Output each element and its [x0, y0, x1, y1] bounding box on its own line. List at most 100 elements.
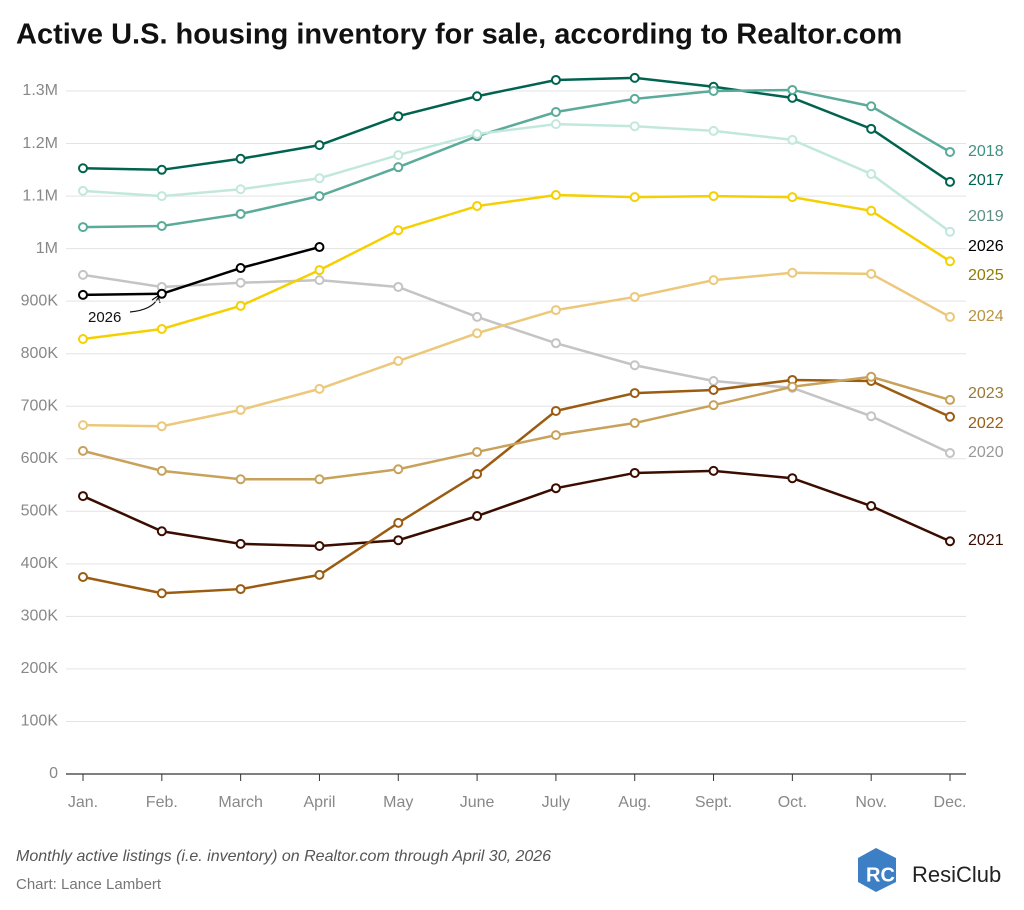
series-line — [82, 245, 320, 297]
point — [787, 267, 798, 278]
y-tick-label: 300K — [21, 608, 59, 625]
point — [393, 356, 404, 367]
point — [708, 125, 719, 136]
annotation: 2026 — [88, 309, 121, 326]
point — [393, 225, 404, 236]
point — [235, 277, 246, 288]
point — [78, 445, 88, 456]
point — [78, 420, 88, 431]
point — [945, 447, 955, 458]
point — [866, 411, 877, 422]
legend-label: 2023 — [968, 385, 1004, 402]
series-line — [82, 122, 951, 233]
point — [472, 311, 483, 322]
brand: ResiClub — [912, 862, 1001, 887]
y-tick-label: 1.2M — [22, 135, 58, 152]
point — [550, 305, 561, 316]
point — [708, 275, 719, 286]
point — [945, 536, 955, 547]
point — [393, 162, 404, 173]
point — [78, 163, 88, 174]
point — [550, 338, 561, 349]
legend-label: 2021 — [968, 532, 1004, 549]
series-line — [82, 378, 951, 595]
x-tick-label: Jan. — [68, 794, 98, 811]
caption: Monthly active listings (i.e. inventory)… — [16, 848, 551, 865]
point — [393, 150, 404, 161]
point — [629, 388, 640, 399]
y-tick-label: 600K — [21, 450, 59, 467]
point — [708, 465, 719, 476]
point — [945, 394, 955, 405]
point — [708, 86, 719, 96]
y-tick-label: 1M — [36, 240, 58, 257]
series-line — [82, 271, 951, 428]
legend-label: 2022 — [968, 415, 1004, 432]
point — [708, 376, 719, 387]
point — [472, 91, 483, 102]
point — [945, 226, 955, 237]
legend-label: 2019 — [968, 208, 1004, 225]
legend-label: 2020 — [968, 444, 1004, 461]
point — [629, 72, 640, 83]
point — [78, 185, 88, 196]
legend-label: 2026 — [968, 238, 1004, 255]
x-tick-label: Sept. — [695, 794, 732, 811]
x-tick-label: Nov. — [855, 794, 887, 811]
annotation-arrow — [129, 297, 159, 313]
point — [393, 535, 404, 546]
point — [945, 256, 955, 267]
point — [156, 288, 167, 299]
point — [235, 300, 246, 311]
point — [314, 242, 325, 253]
x-tick-label: May — [383, 794, 413, 811]
point — [866, 371, 877, 382]
point — [787, 134, 798, 145]
point — [472, 511, 483, 522]
point — [78, 571, 88, 582]
point — [787, 192, 798, 203]
point — [945, 176, 955, 187]
legend-label: 2018 — [968, 143, 1004, 160]
credit: Chart: Lance Lambert — [16, 876, 162, 893]
point — [314, 275, 325, 286]
point — [235, 584, 246, 595]
y-tick-label: 500K — [21, 503, 59, 520]
point — [550, 405, 561, 416]
series-line — [82, 375, 951, 481]
x-tick-label: June — [460, 794, 495, 811]
point — [550, 430, 561, 441]
point — [866, 169, 877, 180]
chart-title: Active U.S. housing inventory for sale, … — [16, 19, 902, 51]
point — [787, 381, 798, 392]
point — [314, 191, 325, 202]
point — [708, 191, 719, 202]
x-tick-label: Oct. — [778, 794, 807, 811]
series-line — [82, 88, 951, 229]
point — [78, 269, 88, 280]
series-line — [82, 76, 951, 183]
series-line — [82, 193, 951, 341]
point — [393, 111, 404, 122]
legend-label: 2025 — [968, 267, 1004, 284]
point — [866, 123, 877, 134]
point — [235, 184, 246, 195]
point — [629, 192, 640, 203]
x-tick-label: Aug. — [618, 794, 651, 811]
point — [235, 474, 246, 485]
logo: RC — [858, 848, 896, 892]
y-tick-label: 900K — [21, 292, 59, 309]
x-tick-label: March — [218, 794, 262, 811]
point — [550, 107, 561, 118]
point — [629, 418, 640, 429]
series-line — [82, 469, 951, 548]
point — [945, 411, 955, 422]
point — [550, 483, 561, 494]
point — [629, 360, 640, 371]
point — [314, 540, 325, 551]
x-tick-label: Dec. — [934, 794, 967, 811]
y-tick-label: 1.3M — [22, 82, 58, 99]
point — [78, 333, 88, 344]
y-tick-label: 0 — [49, 765, 58, 782]
point — [314, 140, 325, 151]
